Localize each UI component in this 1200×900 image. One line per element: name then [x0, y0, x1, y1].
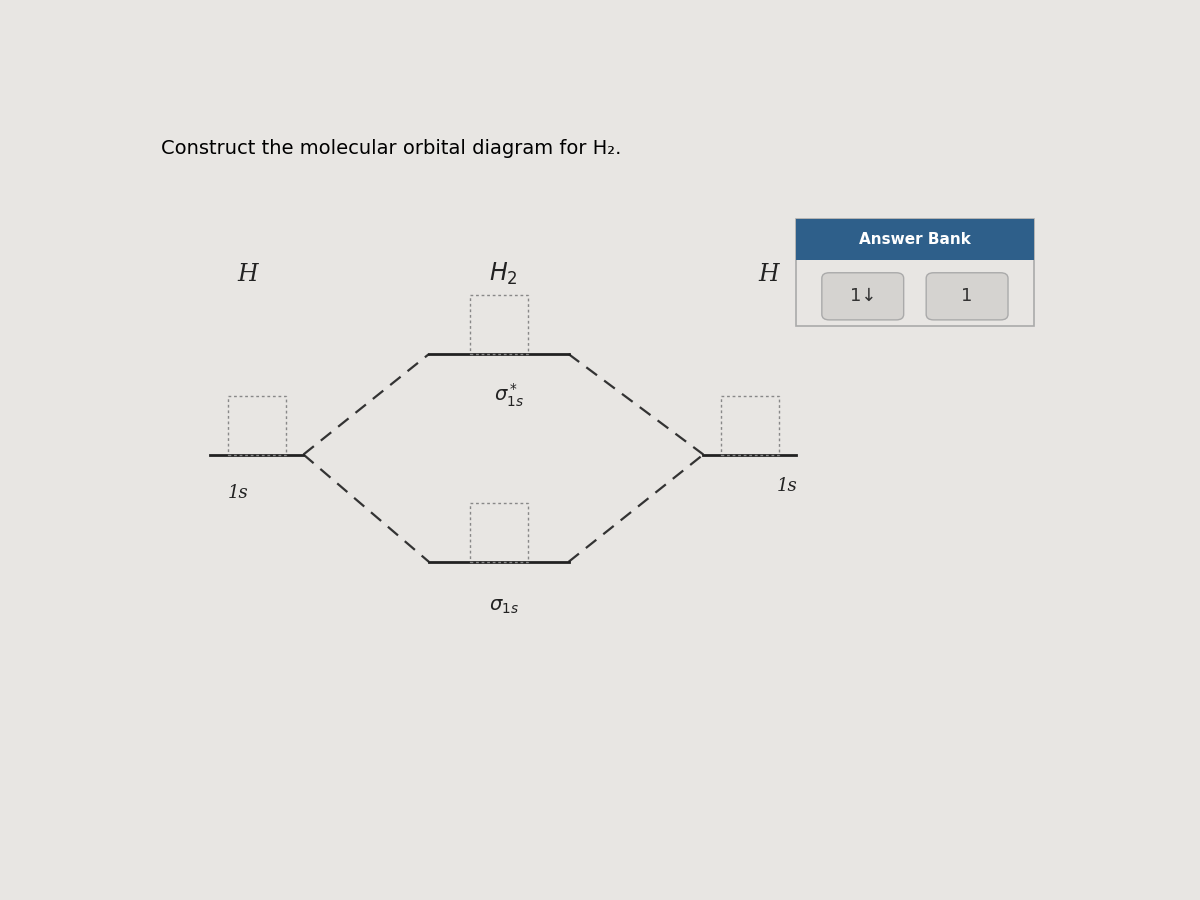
Bar — [797, 219, 1033, 327]
Bar — [797, 219, 1033, 260]
Bar — [470, 295, 528, 354]
FancyBboxPatch shape — [926, 273, 1008, 320]
Text: H: H — [758, 263, 779, 286]
Bar — [470, 503, 528, 562]
Bar — [721, 396, 779, 454]
Text: H: H — [238, 263, 258, 286]
Text: 1s: 1s — [776, 477, 798, 495]
Text: 1↓: 1↓ — [850, 287, 876, 305]
Text: Construct the molecular orbital diagram for H₂.: Construct the molecular orbital diagram … — [161, 140, 622, 158]
Text: 1s: 1s — [228, 483, 248, 501]
FancyBboxPatch shape — [822, 273, 904, 320]
Text: 1: 1 — [961, 287, 973, 305]
Text: $H_2$: $H_2$ — [490, 261, 517, 287]
Text: $\sigma^*_{1s}$: $\sigma^*_{1s}$ — [494, 382, 524, 410]
Bar — [228, 396, 286, 454]
Text: Answer Bank: Answer Bank — [859, 232, 971, 247]
Text: $\sigma_{1s}$: $\sigma_{1s}$ — [490, 598, 520, 616]
